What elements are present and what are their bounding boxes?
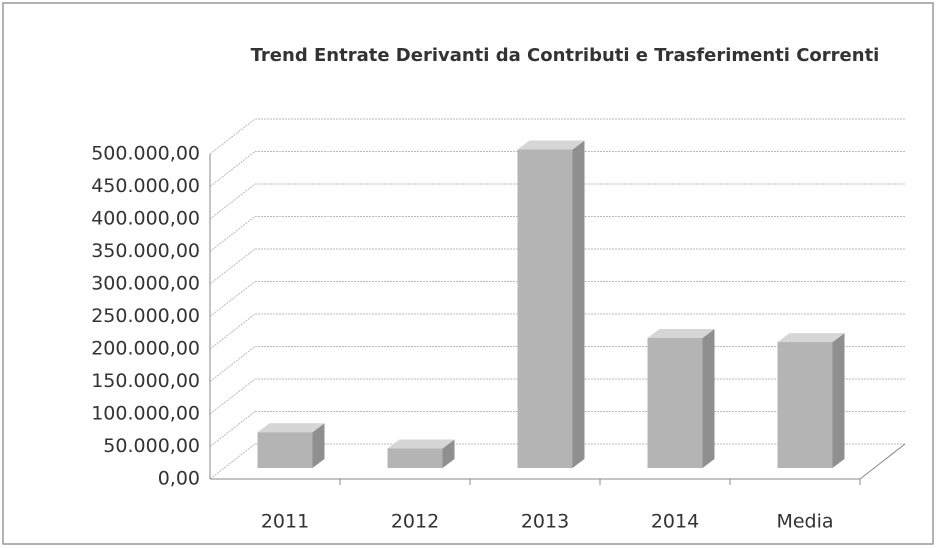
grid-line [209, 313, 905, 350]
y-tick-label: 450.000,00 [91, 175, 200, 197]
x-tick-label: 2012 [391, 511, 439, 533]
bar [777, 342, 833, 468]
x-tick-label: 2013 [521, 511, 569, 533]
bar-top [647, 329, 715, 338]
grid-line [209, 248, 905, 285]
bar [387, 448, 443, 468]
bar-side [572, 140, 585, 468]
bar-top [777, 333, 845, 343]
grid-line [209, 281, 905, 317]
y-tick-label: 200.000,00 [91, 338, 200, 360]
chart-title: Trend Entrate Derivanti da Contributi e … [251, 45, 880, 66]
y-tick-label: 500.000,00 [91, 143, 200, 165]
grid-line [209, 216, 905, 252]
y-tick-label: 100.000,00 [91, 403, 200, 425]
bar-side [702, 329, 715, 468]
bar-side [442, 439, 455, 468]
bar-side [312, 423, 325, 468]
bar [517, 149, 573, 468]
x-tick-label: Media [776, 511, 833, 533]
y-tick-label: 250.000,00 [91, 305, 200, 327]
bar [257, 432, 313, 468]
x-axis-depth [859, 443, 906, 480]
bar-top [257, 423, 325, 433]
x-tick-label: 2014 [651, 511, 699, 533]
x-tick-label: 2011 [261, 511, 309, 533]
y-tick-label: 150.000,00 [91, 370, 200, 392]
bar [647, 338, 703, 468]
bar-side [832, 333, 845, 468]
bar-top [387, 439, 455, 449]
y-tick-label: 350.000,00 [91, 240, 200, 262]
y-tick-label: 50.000,00 [103, 435, 200, 457]
bar-top [517, 140, 585, 150]
grid-line [209, 151, 905, 187]
y-tick-label: 300.000,00 [91, 273, 200, 295]
grid-line [209, 118, 905, 155]
y-tick-label: 400.000,00 [91, 208, 200, 230]
grid-line [209, 183, 905, 220]
y-tick-label: 0,00 [158, 468, 200, 490]
